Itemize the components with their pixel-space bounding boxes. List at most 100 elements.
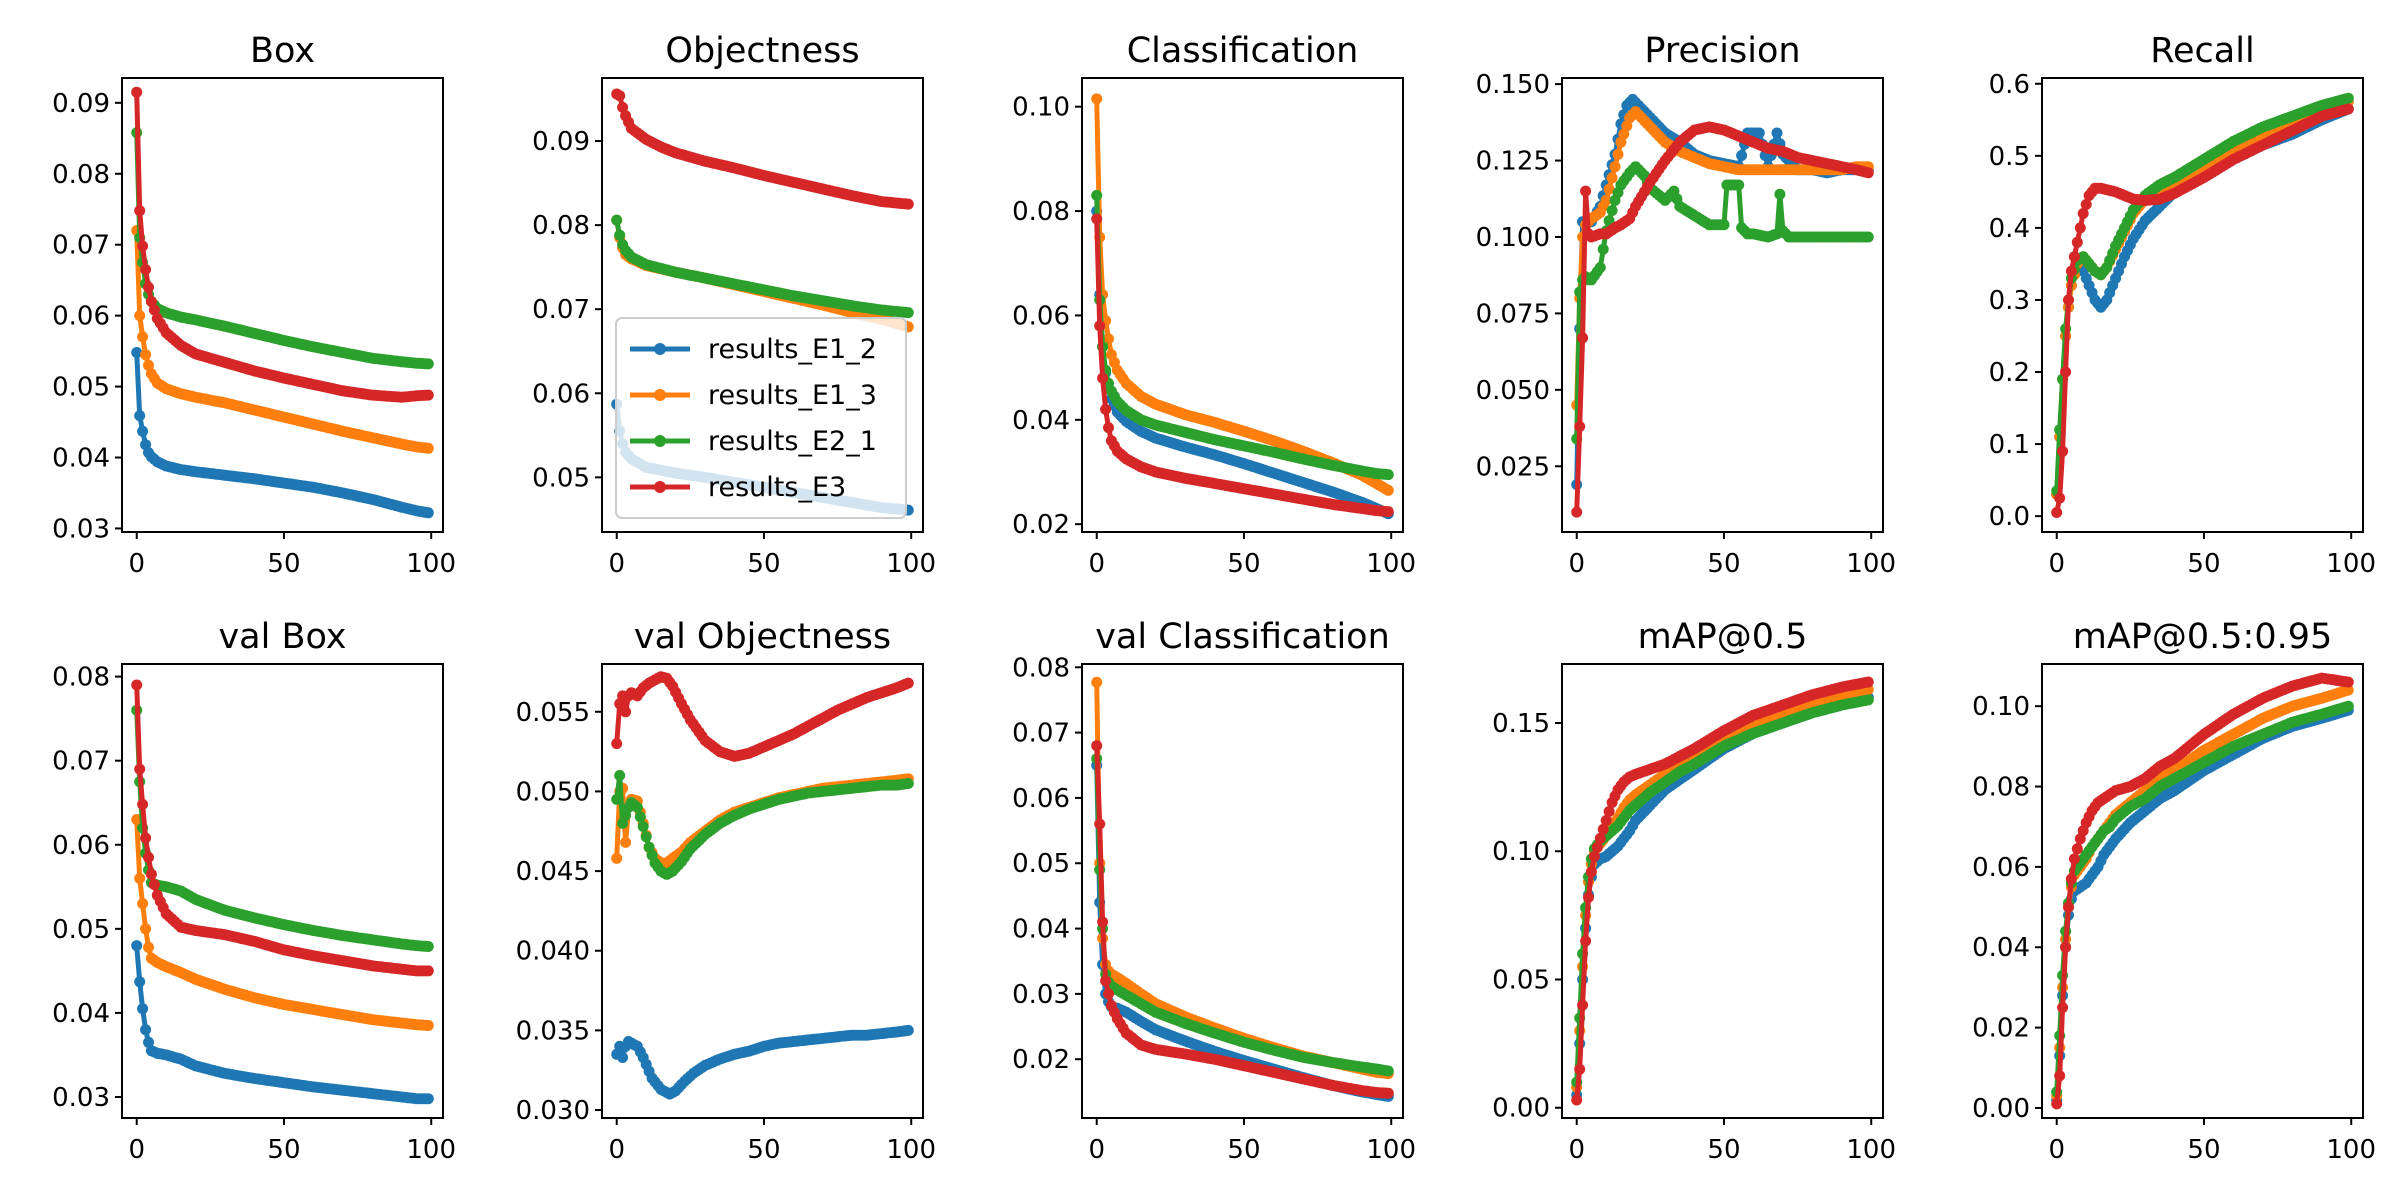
data-point <box>2342 92 2354 104</box>
data-point <box>137 240 149 252</box>
data-point <box>1091 676 1103 688</box>
data-point <box>1091 740 1103 752</box>
y-tick-label: 0.09 <box>532 127 590 157</box>
data-point <box>422 358 434 370</box>
y-tick-label: 0.06 <box>52 831 110 861</box>
plot-area <box>1571 676 1874 1106</box>
y-tick-label: 0.07 <box>1012 719 1070 749</box>
y-tick-label: 0.04 <box>1012 915 1070 945</box>
data-point <box>2057 445 2069 457</box>
y-tick-label: 0.09 <box>52 89 110 119</box>
plot-area <box>1571 93 1874 518</box>
y-tick-label: 0.6 <box>1989 70 2030 100</box>
data-point <box>2071 843 2083 855</box>
y-tick-label: 0.08 <box>1012 197 1070 227</box>
y-tick-label: 0.07 <box>532 295 590 325</box>
y-tick-label: 0.100 <box>1476 223 1550 253</box>
data-point <box>1094 320 1106 332</box>
data-point <box>611 214 623 226</box>
data-point <box>902 307 914 319</box>
legend-swatch-marker <box>654 435 666 447</box>
x-tick-label: 50 <box>747 549 780 579</box>
data-point <box>2342 103 2354 115</box>
legend-box <box>615 317 907 519</box>
data-point <box>2065 873 2077 885</box>
x-tick-label: 50 <box>267 549 300 579</box>
legend-label: results_E3 <box>708 472 846 503</box>
subplot-classification: 0 50 100 0.02 0.04 0.06 0.08 0.10 Classification <box>1012 31 1416 579</box>
x-tick-label: 50 <box>1227 549 1260 579</box>
x-tick-label: 0 <box>1088 1135 1105 1165</box>
series-results-e2-1 <box>611 770 914 880</box>
series-results-e3 <box>1091 213 1394 518</box>
data-point <box>131 679 143 691</box>
y-tick-label: 0.4 <box>1989 214 2030 244</box>
series-results-e3 <box>131 679 434 977</box>
y-tick-label: 0.07 <box>52 231 110 261</box>
data-point <box>2054 1070 2066 1082</box>
data-point <box>422 1093 434 1105</box>
data-point <box>131 347 143 358</box>
data-point <box>1600 815 1612 826</box>
data-point <box>611 793 623 805</box>
data-point <box>134 205 146 217</box>
y-tick-label: 0.5 <box>1989 142 2030 172</box>
series-results-e3 <box>1571 121 1874 518</box>
data-point <box>422 941 434 952</box>
data-point <box>614 90 626 102</box>
data-point <box>617 1052 629 1063</box>
data-point <box>614 770 626 781</box>
data-point <box>145 868 157 880</box>
data-point <box>1103 988 1114 1000</box>
data-point <box>148 879 160 891</box>
data-point <box>902 198 914 210</box>
y-tick-label: 0.03 <box>1012 980 1070 1010</box>
data-point <box>614 229 626 241</box>
series-results-e3 <box>1571 676 1874 1106</box>
data-point <box>2342 684 2354 696</box>
data-point <box>1718 219 1730 231</box>
data-point <box>134 310 146 322</box>
legend: results_E1_2 results_E1_3 results_E2_1resu… <box>615 317 907 519</box>
data-point <box>1597 823 1609 835</box>
data-point <box>620 706 632 718</box>
y-tick-label: 0.150 <box>1476 70 1550 100</box>
x-tick-label: 50 <box>747 1135 780 1165</box>
y-tick-label: 0.07 <box>52 747 110 777</box>
subplot-title: val Objectness <box>634 617 891 657</box>
x-tick-label: 100 <box>1366 1135 1416 1165</box>
data-point <box>2057 1002 2069 1013</box>
data-point <box>1382 484 1394 496</box>
data-point <box>1774 188 1786 200</box>
y-tick-label: 0.05 <box>1012 849 1070 879</box>
data-point <box>640 831 652 843</box>
series-results-e3 <box>611 88 914 210</box>
y-tick-label: 0.06 <box>532 379 590 409</box>
y-tick-label: 0.10 <box>1972 692 2030 722</box>
plot-area <box>1091 676 1394 1102</box>
subplot-box: 0 50 100 0.03 0.04 0.05 0.06 0.07 0.08 0.09 Box <box>52 31 456 579</box>
axes-frame <box>601 77 924 533</box>
data-point <box>2342 676 2354 688</box>
data-point <box>140 923 152 935</box>
data-point <box>1577 332 1589 344</box>
data-point <box>1100 975 1112 987</box>
data-point <box>131 86 143 98</box>
y-tick-label: 0.08 <box>52 663 110 693</box>
data-point <box>148 304 160 316</box>
data-point <box>1862 676 1874 688</box>
axes-frame <box>2041 77 2364 533</box>
x-tick-label: 100 <box>1846 549 1896 579</box>
subplot-title: val Box <box>218 617 346 657</box>
subplot-precision: 0 50 100 0.025 0.050 0.075 0.100 0.125 0.150 Prec… <box>1476 31 1896 579</box>
series-results-e1-3 <box>131 814 434 1031</box>
series-results-e2-1 <box>131 127 434 370</box>
data-point <box>1097 916 1109 928</box>
plot-area <box>611 671 914 1100</box>
y-tick-label: 0.06 <box>1012 784 1070 814</box>
data-point <box>1585 866 1597 878</box>
data-point <box>1382 506 1394 518</box>
data-point <box>2074 222 2086 234</box>
subplot-title: mAP@0.5 <box>1638 617 1808 657</box>
